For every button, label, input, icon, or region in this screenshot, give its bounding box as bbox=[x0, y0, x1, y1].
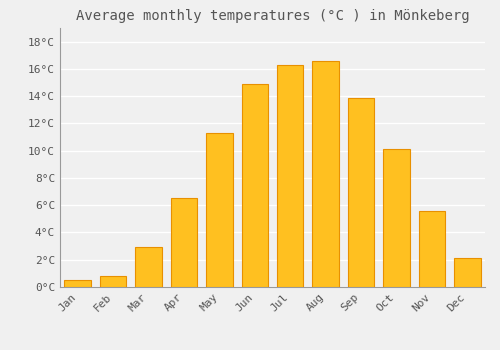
Title: Average monthly temperatures (°C ) in Mönkeberg: Average monthly temperatures (°C ) in Mö… bbox=[76, 9, 469, 23]
Bar bbox=[277, 65, 303, 287]
Bar bbox=[418, 211, 445, 287]
Bar bbox=[348, 98, 374, 287]
Bar bbox=[136, 247, 162, 287]
Bar bbox=[206, 133, 233, 287]
Bar bbox=[170, 198, 197, 287]
Bar bbox=[100, 276, 126, 287]
Bar bbox=[242, 84, 268, 287]
Bar bbox=[312, 61, 339, 287]
Bar bbox=[454, 258, 480, 287]
Bar bbox=[64, 280, 91, 287]
Bar bbox=[383, 149, 409, 287]
